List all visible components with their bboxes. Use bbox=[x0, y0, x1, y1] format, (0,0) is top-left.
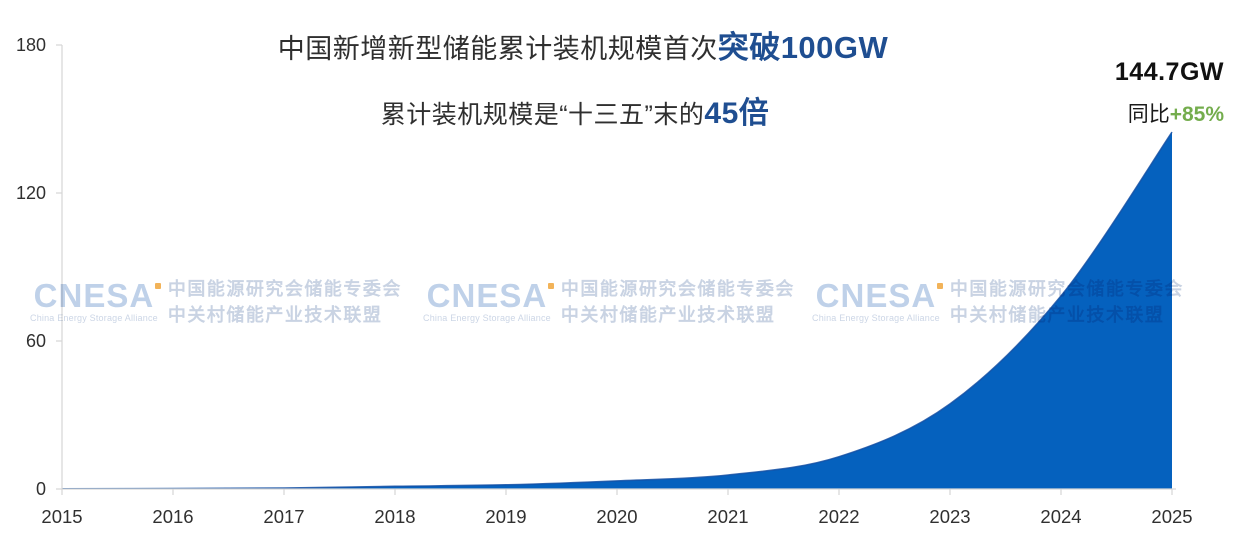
x-axis-tick-label: 2024 bbox=[1040, 506, 1081, 527]
chart-title-highlight: 突破100GW bbox=[717, 30, 889, 65]
x-axis-tick-label: 2025 bbox=[1151, 506, 1192, 527]
x-axis-tick-label: 2018 bbox=[374, 506, 415, 527]
x-axis-tick-label: 2023 bbox=[929, 506, 970, 527]
x-axis-tick-label: 2022 bbox=[818, 506, 859, 527]
peak-value-label: 144.7GW bbox=[1114, 58, 1224, 86]
x-axis-tick-label: 2017 bbox=[263, 506, 304, 527]
x-axis-tick-label: 2015 bbox=[41, 506, 82, 527]
y-axis-tick-label: 180 bbox=[16, 35, 46, 55]
x-axis-tick-label: 2020 bbox=[596, 506, 637, 527]
y-axis-tick-label: 120 bbox=[16, 183, 46, 203]
y-axis-tick-label: 0 bbox=[36, 479, 46, 499]
y-axis-tick-label: 60 bbox=[26, 331, 46, 351]
area-series-edge bbox=[61, 131, 1173, 490]
chart-subtitle-regular: 累计装机规模是“十三五”末的 bbox=[380, 101, 705, 129]
chart-subtitle-highlight: 45倍 bbox=[704, 97, 770, 130]
x-axis-tick-label: 2019 bbox=[485, 506, 526, 527]
chart-title: 中国新增新型储能累计装机规模首次突破100GW bbox=[278, 22, 889, 67]
x-axis-tick-label: 2016 bbox=[152, 506, 193, 527]
x-axis-tick-label: 2021 bbox=[707, 506, 748, 527]
yoy-value: +85% bbox=[1169, 103, 1224, 126]
yoy-label: 同比+85% bbox=[1115, 98, 1224, 128]
chart-title-regular: 中国新增新型储能累计装机规模首次 bbox=[277, 34, 718, 64]
peak-annotation: 144.7GW 同比+85% bbox=[1115, 58, 1224, 128]
yoy-prefix: 同比 bbox=[1127, 103, 1170, 126]
area-series bbox=[62, 132, 1172, 489]
chart-subtitle: 累计装机规模是“十三五”末的45倍 bbox=[381, 88, 770, 132]
